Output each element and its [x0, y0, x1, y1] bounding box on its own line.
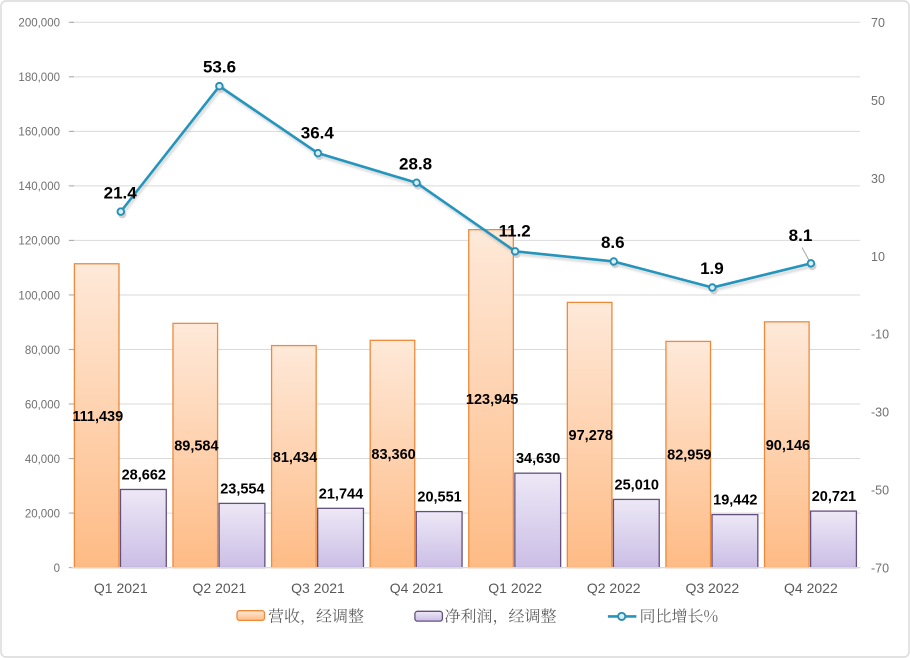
- svg-text:180,000: 180,000: [18, 72, 60, 84]
- svg-text:21,744: 21,744: [319, 486, 363, 502]
- svg-text:89,584: 89,584: [174, 439, 218, 455]
- svg-text:8.1: 8.1: [789, 226, 813, 245]
- svg-text:Q1 2021: Q1 2021: [94, 580, 148, 596]
- svg-text:1.9: 1.9: [700, 259, 724, 278]
- svg-text:-70: -70: [871, 561, 889, 575]
- svg-text:20,551: 20,551: [417, 490, 461, 506]
- svg-text:Q2 2022: Q2 2022: [587, 580, 641, 596]
- svg-text:19,442: 19,442: [713, 493, 757, 509]
- svg-text:-30: -30: [871, 406, 889, 420]
- svg-text:10: 10: [871, 250, 885, 264]
- svg-text:123,945: 123,945: [466, 392, 518, 408]
- svg-text:-50: -50: [871, 484, 889, 498]
- svg-text:50: 50: [871, 94, 885, 108]
- svg-text:200,000: 200,000: [18, 18, 60, 30]
- svg-text:53.6: 53.6: [203, 58, 236, 77]
- svg-text:25,010: 25,010: [615, 477, 659, 493]
- svg-text:21.4: 21.4: [104, 184, 138, 203]
- svg-text:40,000: 40,000: [25, 454, 60, 466]
- svg-text:30: 30: [871, 172, 885, 186]
- svg-text:11.2: 11.2: [499, 222, 531, 241]
- svg-text:111,439: 111,439: [72, 409, 123, 425]
- svg-text:8.6: 8.6: [601, 233, 625, 252]
- svg-text:20,721: 20,721: [812, 489, 856, 505]
- svg-text:81,434: 81,434: [273, 450, 317, 466]
- svg-text:28.8: 28.8: [399, 154, 432, 173]
- svg-text:140,000: 140,000: [18, 181, 60, 193]
- svg-text:Q3 2021: Q3 2021: [291, 580, 345, 596]
- svg-text:70: 70: [871, 16, 885, 30]
- svg-text:Q1 2022: Q1 2022: [488, 580, 542, 596]
- svg-text:60,000: 60,000: [25, 399, 60, 411]
- svg-text:Q4 2022: Q4 2022: [784, 580, 838, 596]
- svg-text:82,959: 82,959: [667, 448, 711, 464]
- svg-text:97,278: 97,278: [569, 428, 613, 444]
- svg-text:Q2 2021: Q2 2021: [193, 580, 247, 596]
- svg-text:160,000: 160,000: [18, 127, 60, 139]
- svg-text:28,662: 28,662: [122, 467, 166, 483]
- svg-text:90,146: 90,146: [766, 438, 810, 454]
- svg-text:100,000: 100,000: [18, 290, 60, 302]
- svg-text:80,000: 80,000: [25, 345, 60, 357]
- svg-text:Q4 2021: Q4 2021: [390, 580, 444, 596]
- svg-text:36.4: 36.4: [301, 124, 335, 143]
- svg-text:Q3 2022: Q3 2022: [685, 580, 739, 596]
- svg-text:20,000: 20,000: [25, 508, 60, 520]
- svg-text:120,000: 120,000: [18, 236, 60, 248]
- svg-text:83,360: 83,360: [371, 447, 415, 463]
- svg-text:0: 0: [54, 563, 60, 575]
- svg-text:23,554: 23,554: [220, 481, 264, 497]
- svg-text:34,630: 34,630: [516, 451, 560, 467]
- svg-text:-10: -10: [871, 328, 889, 342]
